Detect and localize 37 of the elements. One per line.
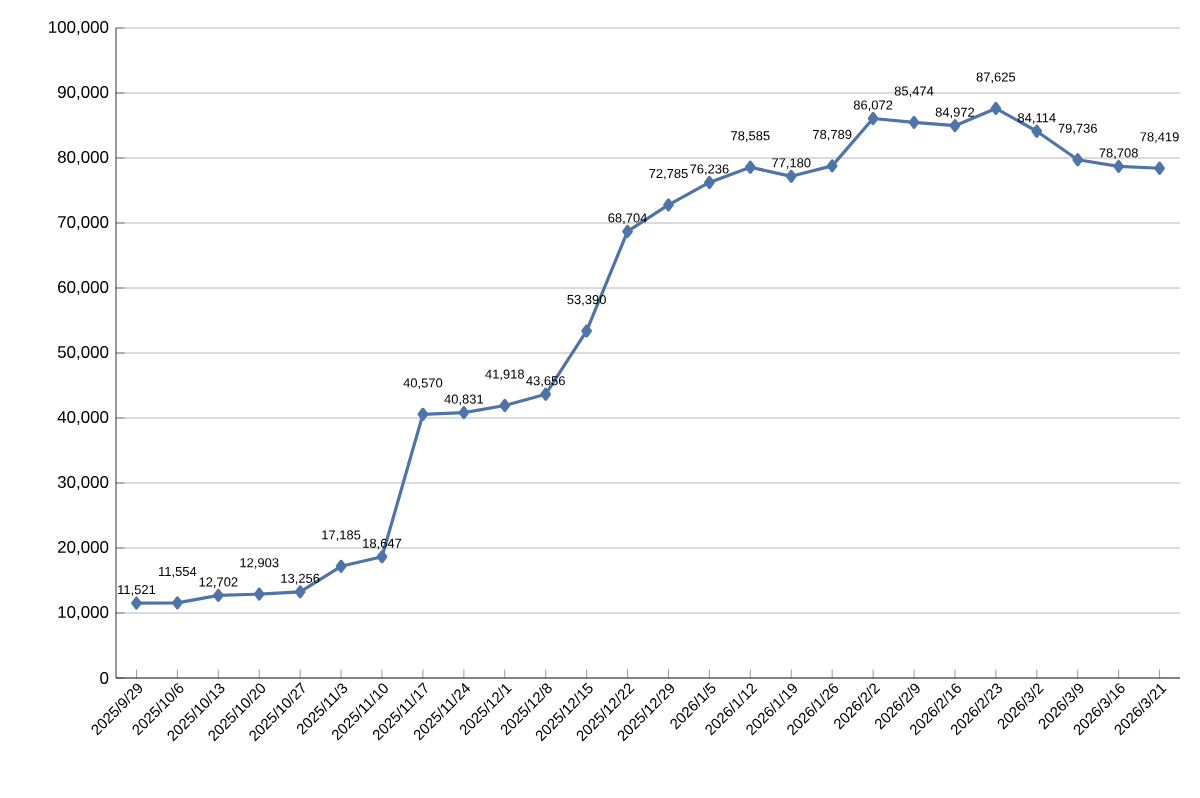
point [212, 588, 224, 603]
point [1154, 161, 1165, 175]
point [663, 198, 674, 212]
point [622, 224, 633, 238]
point [376, 550, 388, 564]
y-tick-label: 70,000 [58, 216, 109, 230]
point [1113, 159, 1124, 173]
point [744, 160, 756, 174]
point [417, 407, 429, 421]
point [704, 175, 715, 190]
y-tick-label: 10,000 [58, 606, 109, 620]
y-tick-label: 80,000 [57, 151, 109, 165]
point [294, 585, 306, 599]
point [499, 398, 511, 413]
point [172, 596, 183, 610]
point [458, 406, 470, 420]
point [826, 159, 838, 173]
point [949, 119, 961, 133]
point [1031, 124, 1043, 138]
point [253, 587, 265, 601]
point [540, 387, 552, 401]
point [990, 101, 1002, 116]
y-tick-label: 30,000 [57, 476, 109, 490]
point [581, 324, 592, 338]
y-tick-label: 100,000 [49, 21, 109, 35]
y-tick-label: 20,000 [58, 541, 109, 555]
y-tick-label: 40,000 [57, 411, 109, 425]
point [867, 111, 879, 126]
y-tick-label: 50,000 [57, 346, 109, 360]
y-tick-label: 60,000 [58, 281, 109, 295]
y-tick-label: 0 [100, 672, 109, 684]
y-tick-label: 90,000 [57, 86, 109, 100]
point [131, 596, 142, 610]
point [1072, 153, 1084, 167]
point [785, 169, 797, 183]
point [908, 115, 920, 129]
point [335, 559, 347, 573]
